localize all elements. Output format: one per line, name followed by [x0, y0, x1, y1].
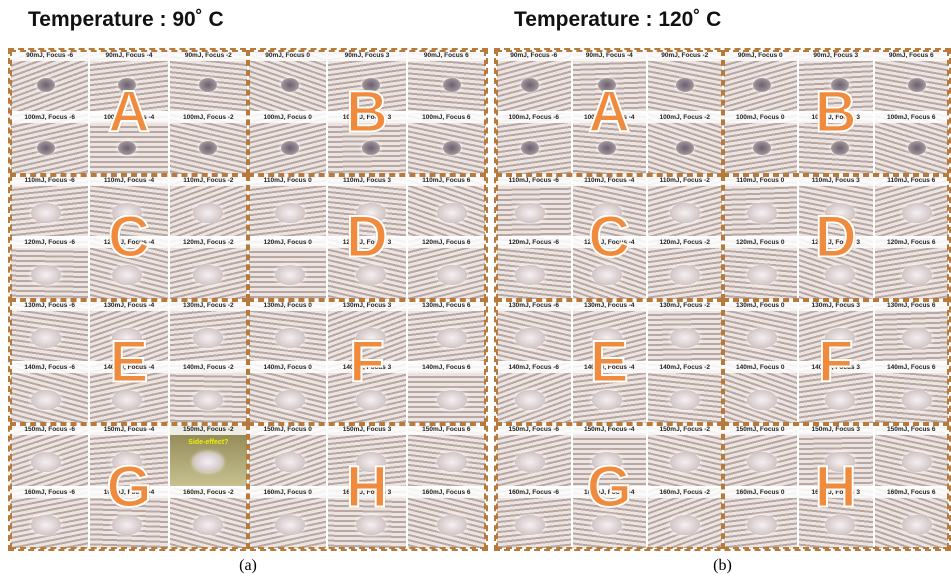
panel-caption: (b): [713, 557, 732, 575]
group-letter: A: [108, 79, 150, 146]
image-grid: 90mJ, Focus -690mJ, Focus -490mJ, Focus …: [8, 48, 488, 551]
group-letter: F: [818, 328, 853, 395]
image-grid: 90mJ, Focus -690mJ, Focus -490mJ, Focus …: [494, 48, 951, 551]
group-letter: A: [588, 79, 630, 146]
panel-title: Temperature : 120˚ C: [514, 8, 721, 32]
group-letter: C: [108, 204, 150, 271]
group-letter: G: [587, 453, 632, 520]
group-letter: H: [346, 453, 388, 520]
group-letter: D: [346, 204, 388, 271]
group-letter: E: [110, 328, 149, 395]
group-letter: D: [815, 204, 857, 271]
group-letter: G: [106, 453, 151, 520]
panel: Temperature : 90˚ C 90mJ, Focus -690mJ, F…: [8, 0, 488, 581]
group-letter: H: [815, 453, 857, 520]
panel: Temperature : 120˚ C 90mJ, Focus -690mJ, …: [494, 0, 951, 581]
group-letter: B: [815, 79, 857, 146]
group-letter: E: [590, 328, 629, 395]
group-letter: B: [346, 79, 388, 146]
group-letter: C: [588, 204, 630, 271]
panel-caption: (a): [239, 557, 257, 575]
figure: Temperature : 90˚ C 90mJ, Focus -690mJ, F…: [0, 0, 951, 581]
panel-title: Temperature : 90˚ C: [28, 8, 224, 32]
group-letter: F: [349, 328, 384, 395]
